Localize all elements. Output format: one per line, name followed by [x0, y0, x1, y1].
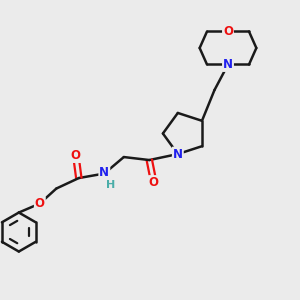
Text: N: N — [223, 58, 233, 71]
Text: O: O — [71, 149, 81, 162]
Text: N: N — [173, 148, 183, 160]
Text: O: O — [223, 25, 233, 38]
Text: O: O — [149, 176, 159, 189]
Text: N: N — [99, 166, 109, 178]
Text: H: H — [106, 180, 115, 190]
Text: O: O — [35, 197, 45, 210]
